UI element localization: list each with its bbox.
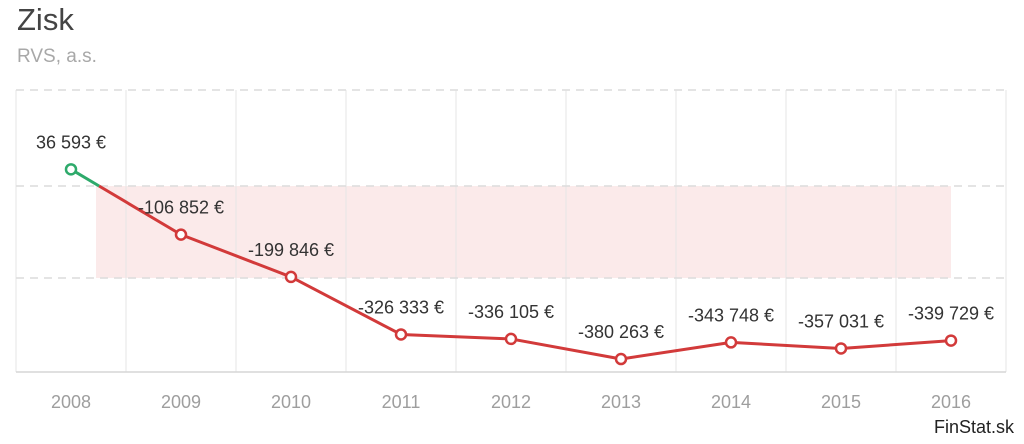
series-line-segment	[510, 337, 622, 361]
x-tick-label: 2011	[382, 392, 421, 412]
series-line-segment	[730, 340, 842, 350]
data-label: 36 593 €	[36, 132, 106, 152]
brand-label: FinStat.sk	[933, 417, 1014, 437]
data-label: -357 031 €	[798, 311, 884, 331]
data-label: -199 846 €	[248, 240, 334, 260]
data-point	[504, 332, 518, 346]
chart-title: Zisk	[17, 2, 74, 37]
x-tick-label: 2014	[711, 392, 751, 412]
x-tick-label: 2015	[821, 392, 861, 412]
series-line-segment	[180, 233, 292, 279]
data-point	[834, 342, 848, 355]
data-point	[944, 334, 958, 347]
series-line-segment	[290, 275, 402, 336]
data-point	[394, 328, 408, 341]
data-point	[174, 228, 188, 241]
data-point	[724, 336, 738, 349]
data-point	[614, 352, 628, 366]
x-tick-label: 2008	[51, 392, 91, 412]
x-tick-label: 2012	[491, 392, 531, 412]
x-tick-label: 2013	[601, 392, 641, 412]
data-label: -380 263 €	[578, 322, 664, 342]
data-label: -339 729 €	[908, 304, 994, 324]
data-label: -326 333 €	[358, 297, 444, 317]
chart-subtitle: RVS, a.s.	[17, 46, 97, 67]
series-line-segment	[620, 340, 732, 361]
negative-area	[96, 186, 951, 278]
data-label: -106 852 €	[138, 198, 224, 218]
data-point	[284, 270, 298, 284]
series-line-segment	[400, 332, 512, 341]
x-tick-label: 2016	[931, 392, 971, 412]
data-label: -336 105 €	[468, 302, 554, 322]
x-tick-label: 2009	[161, 392, 201, 412]
data-label: -343 748 €	[688, 305, 774, 325]
data-point	[64, 163, 78, 176]
series-line-segment	[840, 339, 952, 350]
series-line-segment	[98, 184, 182, 236]
x-tick-label: 2010	[271, 392, 311, 412]
